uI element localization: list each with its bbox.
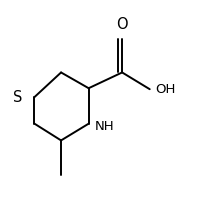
- Text: S: S: [13, 90, 22, 105]
- Text: OH: OH: [155, 83, 176, 96]
- Text: NH: NH: [95, 120, 114, 133]
- Text: O: O: [116, 17, 128, 32]
